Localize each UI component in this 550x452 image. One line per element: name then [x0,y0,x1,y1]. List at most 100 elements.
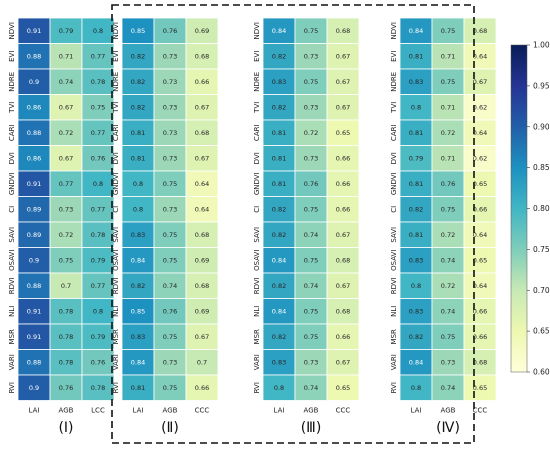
heatmap-cell [121,323,155,350]
cell-value-label: 0.75 [441,333,455,341]
heatmap-cell [185,17,219,44]
row-label: NDRE [253,72,261,92]
cell-value-label: 0.85 [131,27,145,35]
cell-value-label: 0.75 [59,256,73,264]
cell-value-label: 0.68 [473,358,487,366]
row-label: DVI [8,152,16,164]
heatmap-cell [49,17,83,44]
heatmap-cell [121,221,155,248]
heatmap-cell [17,94,51,121]
cell-value-label: 0.66 [195,384,209,392]
heatmap-cell [294,349,328,376]
heatmap-cell [185,68,219,95]
heatmap-cell [294,145,328,172]
cell-value-label: 0.78 [91,78,105,86]
row-label: NDRE [112,72,120,92]
heatmap-cell [121,349,155,376]
cell-value-label: 0.73 [304,154,318,162]
heatmap-cell [294,374,328,401]
heatmap-cell [463,43,497,70]
cell-value-label: 0.77 [59,180,73,188]
heatmap-cell [326,196,360,223]
heatmap-cell [294,119,328,146]
cell-value-label: 0.64 [195,180,209,188]
cell-value-label: 0.84 [409,358,423,366]
heatmap-cell [463,94,497,121]
row-label: GNDVI [390,172,398,195]
cell-value-label: 0.64 [473,129,487,137]
heatmap-cell [121,94,155,121]
cell-value-label: 0.74 [441,256,455,264]
cell-value-label: 0.8 [133,205,143,213]
colorbar-tick-label: 0.85 [533,163,550,172]
heatmap-cell [185,374,219,401]
cell-value-label: 0.84 [272,27,286,35]
heatmap-cell [17,196,51,223]
row-label: CARI [112,124,120,141]
cell-value-label: 0.68 [195,129,209,137]
heatmap-cell [294,43,328,70]
row-label: SAVI [8,227,16,243]
cell-value-label: 0.67 [336,358,350,366]
heatmap-cell [399,196,433,223]
cell-value-label: 0.82 [272,205,286,213]
heatmap-cell [326,247,360,274]
heatmap-cell [294,221,328,248]
cell-value-label: 0.66 [336,205,350,213]
cell-value-label: 0.9 [29,78,39,86]
cell-value-label: 0.77 [91,129,105,137]
cell-value-label: 0.8 [411,282,421,290]
cell-value-label: 0.8 [411,103,421,111]
heatmap-cell [81,43,115,70]
row-label: CI [253,206,261,213]
heatmap-cell [326,323,360,350]
cell-value-label: 0.71 [441,52,455,60]
column-label: LAI [133,407,144,415]
cell-value-label: 0.83 [272,358,286,366]
cell-value-label: 0.73 [163,78,177,86]
cell-value-label: 0.76 [441,180,455,188]
heatmap-cell [153,196,187,223]
cell-value-label: 0.66 [473,307,487,315]
cell-value-label: 0.69 [195,27,209,35]
colorbar-tick-label: 0.75 [533,245,550,254]
cell-value-label: 0.82 [409,333,423,341]
cell-value-label: 0.83 [409,256,423,264]
cell-value-label: 0.75 [163,231,177,239]
cell-value-label: 0.81 [272,154,286,162]
colorbar-tick-label: 1.00 [533,41,550,50]
row-label: GNDVI [8,172,16,195]
heatmap-cell [463,170,497,197]
row-label: OSAVI [112,250,120,271]
cell-value-label: 0.74 [441,307,455,315]
cell-value-label: 0.66 [195,78,209,86]
heatmap-cell [262,272,296,299]
row-label: NLI [112,306,120,317]
cell-value-label: 0.83 [409,307,423,315]
cell-value-label: 0.9 [29,384,39,392]
row-label: SAVI [253,227,261,243]
cell-value-label: 0.82 [131,282,145,290]
cell-value-label: 0.82 [272,333,286,341]
heatmap-cell [294,170,328,197]
heatmap-cell [326,68,360,95]
row-label: CI [8,206,16,213]
cell-value-label: 0.65 [336,384,350,392]
cell-value-label: 0.84 [272,307,286,315]
row-label: VARI [112,354,120,370]
heatmap-cell [262,221,296,248]
cell-value-label: 0.77 [91,282,105,290]
heatmap-cell [294,323,328,350]
heatmap-cell [49,119,83,146]
cell-value-label: 0.8 [133,180,143,188]
heatmap-cell [153,43,187,70]
row-label: SAVI [112,227,120,243]
cell-value-label: 0.67 [336,282,350,290]
cell-value-label: 0.78 [59,333,73,341]
cell-value-label: 0.68 [336,307,350,315]
row-label: TVI [8,102,16,114]
cell-value-label: 0.64 [195,205,209,213]
cell-value-label: 0.67 [336,231,350,239]
colorbar-tick-label: 0.90 [533,122,550,131]
